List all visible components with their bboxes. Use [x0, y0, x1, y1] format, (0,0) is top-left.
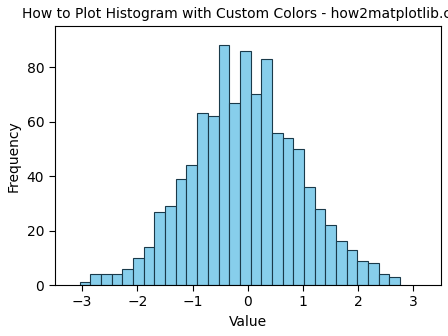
Bar — [112, 274, 122, 285]
Bar — [368, 263, 379, 285]
Bar — [122, 269, 133, 285]
Bar — [133, 258, 144, 285]
Bar — [101, 274, 112, 285]
Bar — [272, 132, 283, 285]
Bar — [358, 260, 368, 285]
Bar — [250, 94, 261, 285]
Y-axis label: Frequency: Frequency — [7, 120, 21, 192]
Bar — [186, 165, 197, 285]
Bar — [389, 277, 400, 285]
Bar — [176, 179, 186, 285]
Bar — [90, 274, 101, 285]
Bar — [293, 149, 304, 285]
X-axis label: Value: Value — [229, 315, 267, 329]
Bar — [165, 206, 176, 285]
Title: How to Plot Histogram with Custom Colors - how2matplotlib.com: How to Plot Histogram with Custom Colors… — [22, 7, 448, 21]
Bar — [208, 116, 219, 285]
Bar — [336, 242, 347, 285]
Bar — [229, 102, 240, 285]
Bar — [80, 282, 90, 285]
Bar — [144, 247, 155, 285]
Bar — [283, 138, 293, 285]
Bar — [314, 209, 325, 285]
Bar — [197, 114, 208, 285]
Bar — [219, 45, 229, 285]
Bar — [240, 51, 250, 285]
Bar — [325, 225, 336, 285]
Bar — [261, 59, 272, 285]
Bar — [304, 187, 314, 285]
Bar — [155, 212, 165, 285]
Bar — [347, 250, 358, 285]
Bar — [379, 274, 389, 285]
